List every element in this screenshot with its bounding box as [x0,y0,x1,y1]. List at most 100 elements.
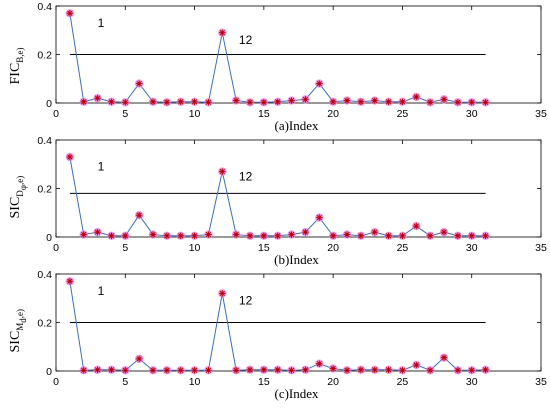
data-point-star-stroke [94,229,101,235]
data-point [328,97,338,106]
data-point [176,231,185,240]
data-point-star-stroke [427,99,433,105]
data-point [107,97,116,106]
y-label-subscript: D [15,190,25,197]
y-label-close: ) [15,47,25,50]
data-point [481,98,490,107]
data-point-star-stroke [385,367,392,373]
data-point-star-stroke [358,233,364,239]
point-annotation: 1 [98,160,105,174]
data-point [79,230,88,239]
x-tick-label: 10 [189,242,201,254]
data-point [134,210,144,220]
x-tick-label: 0 [53,242,59,254]
data-point-star-stroke [81,231,87,238]
data-point-star-stroke [288,367,295,373]
data-point-star-stroke [205,367,212,373]
data-point-star-stroke [441,96,447,103]
data-point-star-stroke [164,233,170,239]
x-tick-label: 10 [189,376,201,388]
data-point-star-stroke [261,233,267,239]
data-point-star-stroke [247,99,253,105]
data-point [328,231,338,240]
data-point-star-stroke [427,233,433,239]
y-label-subscript-tail: ,e [15,312,25,318]
data-point-star-stroke [178,367,184,373]
data-point-star-stroke [330,99,336,105]
data-point [162,366,172,375]
data-point [65,277,75,286]
data-point-star-stroke [344,231,350,238]
point-annotation: 12 [239,33,253,47]
y-tick-label: 0.2 [37,318,52,330]
x-tick-label: 20 [327,108,339,120]
data-point-star-stroke [330,365,336,372]
data-point-star-stroke [358,367,364,373]
data-point [162,231,172,240]
data-point-star-stroke [150,99,156,105]
x-tick-label: 20 [327,376,339,388]
y-tick-label: 0.4 [37,1,52,13]
y-label-close: ) [15,309,25,312]
data-point [301,365,310,374]
data-point-star-stroke [81,99,87,105]
data-point [467,366,476,375]
series-line [69,156,486,237]
data-point-star-stroke [150,367,156,373]
data-point-star-stroke [191,99,198,105]
y-label-main: FIC [8,63,23,85]
data-point-star-stroke [275,367,281,373]
data-point [287,96,296,105]
x-tick-label: 10 [189,108,201,120]
data-point [134,79,144,88]
data-point [439,353,449,362]
x-tick-label: 0 [53,376,59,388]
data-point [93,93,102,103]
data-point [481,231,490,240]
y-label-main: SIC [8,331,23,353]
data-point [384,365,393,374]
data-point-star-stroke [219,168,225,175]
data-point [231,230,241,239]
data-point [273,365,282,374]
data-point-star-stroke [455,233,461,239]
data-point-star-stroke [205,231,212,238]
data-point [398,231,407,240]
data-point [218,28,227,37]
data-point [190,97,199,106]
data-point-star-stroke [261,367,267,373]
data-point-star-stroke [344,97,350,104]
data-point-star-stroke [122,367,128,373]
data-point [412,360,421,370]
data-point-star-stroke [482,367,489,373]
data-point [453,98,463,107]
data-point-star-stroke [427,367,433,373]
data-point [79,366,88,375]
data-point [342,366,352,375]
data-point-star-stroke [233,231,239,238]
chart-panel-2: 0 5 10 15 20 25 30 35 0 0.2 0.4 1 12 (b)Index SICDφ,e) [8,135,547,267]
data-point-star-stroke [219,290,225,297]
chart-panel-3: 0 5 10 15 20 25 30 35 0 0.2 0.4 1 12 (c)Index SICMd,e) [8,269,547,401]
data-point [121,98,130,107]
data-point-star-stroke [178,99,184,105]
data-point [370,227,379,237]
data-point-star-stroke [164,367,170,373]
data-point-star-stroke [94,367,101,373]
data-point-star-stroke [219,30,225,36]
data-point-star-stroke [413,362,419,368]
data-point-star-stroke [67,10,73,16]
data-point [315,359,324,368]
data-point [315,213,324,222]
data-point-star-stroke [136,80,142,87]
data-point [218,167,227,176]
data-point-star-stroke [469,233,475,239]
data-point-star-stroke [94,95,101,101]
point-annotation: 1 [98,16,105,30]
data-point-star-stroke [108,367,115,373]
data-point [245,365,255,374]
data-point-star-stroke [316,80,322,87]
data-point-star-stroke [302,367,309,373]
data-point-star-stroke [191,233,198,239]
data-point [218,289,227,298]
